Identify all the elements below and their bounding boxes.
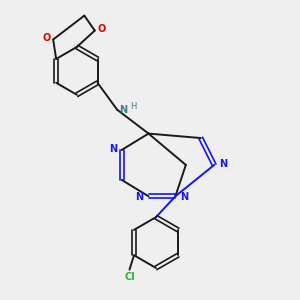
Text: N: N: [109, 144, 117, 154]
Text: N: N: [180, 192, 188, 202]
Text: O: O: [43, 33, 51, 43]
Text: H: H: [130, 102, 136, 111]
Text: N: N: [135, 192, 143, 202]
Text: N: N: [118, 105, 127, 115]
Text: O: O: [97, 24, 105, 34]
Text: N: N: [219, 159, 227, 169]
Text: Cl: Cl: [124, 272, 135, 282]
